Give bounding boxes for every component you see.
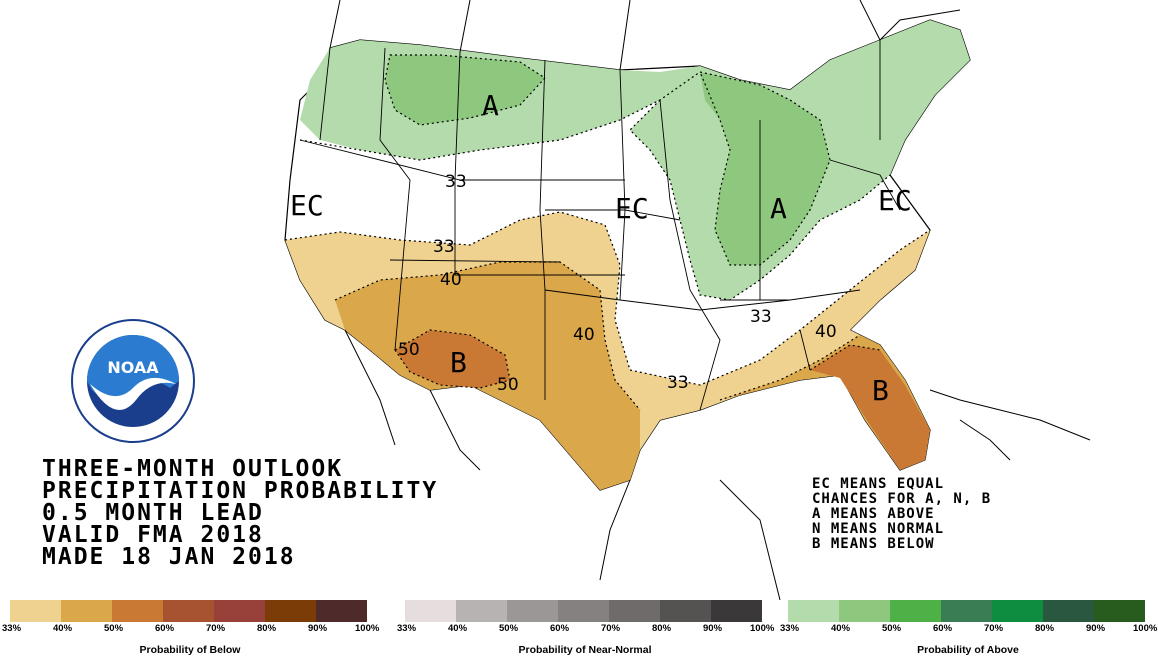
- scale-tick-label: 50%: [882, 623, 902, 634]
- scale-swatch: [660, 600, 711, 622]
- scale-above: 33% 40% 50% 60% 70% 80% 90% 100% Probability of…: [780, 600, 1157, 660]
- scale-swatch: [507, 600, 558, 622]
- scale-tick-label: 33%: [2, 623, 22, 634]
- legend-note: EC MEANS EQUAL CHANCES FOR A, N, B A MEA…: [812, 477, 991, 552]
- contour-50-tx: 50: [497, 375, 519, 395]
- scale-swatch: [711, 600, 762, 622]
- contour-33-sw: 33: [433, 237, 455, 257]
- scale-tick-label: 40%: [831, 623, 851, 634]
- scale-tick-label: 70%: [206, 623, 226, 634]
- legend-note-line-5: B MEANS BELOW: [812, 536, 935, 552]
- scale-swatch: [405, 600, 456, 622]
- below-southwest-label: B: [450, 346, 467, 379]
- noaa-logo: NOAA: [71, 319, 195, 443]
- below-strong-nm: [395, 330, 510, 388]
- us-outlook-map: EC EC EC A A B B 33 33 40 50 50 40 33 33…: [284, 0, 1091, 600]
- scale-tick-label: 40%: [53, 623, 73, 634]
- scale-tick-label: 100%: [1133, 623, 1158, 634]
- scale-swatch: [890, 600, 941, 622]
- contour-40-sw: 40: [440, 270, 462, 290]
- scale-below-ticks: 33% 40% 50% 60% 70% 80% 90% 100%: [2, 623, 379, 637]
- scale-swatch: [61, 600, 112, 622]
- contour-40-se: 40: [815, 322, 837, 342]
- scale-swatch: [112, 600, 163, 622]
- scale-swatch: [163, 600, 214, 622]
- scale-tick-label: 90%: [703, 623, 723, 634]
- scale-swatch: [839, 600, 890, 622]
- scale-below-swatches: [10, 600, 370, 622]
- scale-tick-label: 90%: [1086, 623, 1106, 634]
- scale-near-normal-ticks: 33% 40% 50% 60% 70% 80% 90% 100%: [397, 623, 774, 637]
- below-strong-florida: [810, 345, 930, 470]
- scale-swatch: [214, 600, 265, 622]
- above-great-lakes-label: A: [770, 192, 787, 225]
- scale-swatch: [10, 600, 61, 622]
- title-line-3: 0.5 MONTH LEAD: [42, 500, 264, 526]
- scale-below-title: Probability of Below: [139, 644, 241, 656]
- scale-swatch: [265, 600, 316, 622]
- legend-note-line-1: EC MEANS EQUAL: [812, 476, 945, 492]
- scale-above-ticks: 33% 40% 50% 60% 70% 80% 90% 100%: [780, 623, 1157, 637]
- scale-swatch: [316, 600, 367, 622]
- title-line-2: PRECIPITATION PROBABILITY: [42, 478, 439, 504]
- border-outlines: [329, 0, 1091, 600]
- scale-tick-label: 60%: [155, 623, 175, 634]
- scale-above-title: Probability of Above: [917, 644, 1019, 656]
- contour-50-sw: 50: [398, 340, 420, 360]
- scale-tick-label: 33%: [397, 623, 417, 634]
- title-line-1: THREE-MONTH OUTLOOK: [42, 456, 344, 482]
- scale-swatch: [456, 600, 507, 622]
- scale-below: 33% 40% 50% 60% 70% 80% 90% 100% Probability of…: [2, 600, 379, 660]
- contour-40-tx: 40: [573, 325, 595, 345]
- scale-tick-label: 80%: [1035, 623, 1055, 634]
- contour-33-se: 33: [750, 307, 772, 327]
- noaa-logo-text: NOAA: [107, 358, 159, 377]
- scale-tick-label: 100%: [355, 623, 380, 634]
- scale-tick-label: 90%: [308, 623, 328, 634]
- scale-tick-label: 100%: [750, 623, 775, 634]
- scale-tick-label: 70%: [601, 623, 621, 634]
- contour-33-north: 33: [445, 172, 467, 192]
- scale-swatch: [1094, 600, 1145, 622]
- scale-swatch: [1043, 600, 1094, 622]
- outlook-title-block: THREE-MONTH OUTLOOK PRECIPITATION PROBAB…: [42, 456, 439, 570]
- scale-swatch: [558, 600, 609, 622]
- scale-tick-label: 80%: [257, 623, 277, 634]
- above-medium-montana: [385, 55, 545, 125]
- scale-swatch: [609, 600, 660, 622]
- scale-swatch: [788, 600, 839, 622]
- ec-west-label: EC: [290, 189, 324, 222]
- scale-above-swatches: [788, 600, 1148, 622]
- state-boundaries: [299, 40, 901, 411]
- scale-near-normal-swatches: [405, 600, 765, 622]
- above-medium-great-lakes: [700, 72, 830, 265]
- scale-tick-label: 33%: [780, 623, 800, 634]
- scale-tick-label: 60%: [933, 623, 953, 634]
- legend-note-line-4: N MEANS NORMAL: [812, 521, 945, 537]
- scale-tick-label: 80%: [652, 623, 672, 634]
- legend-note-line-2: CHANCES FOR A, N, B: [812, 491, 992, 507]
- scale-tick-label: 50%: [499, 623, 519, 634]
- scale-tick-label: 70%: [984, 623, 1004, 634]
- title-line-4: VALID FMA 2018: [42, 522, 264, 548]
- scale-tick-label: 60%: [550, 623, 570, 634]
- title-line-5: MADE 18 JAN 2018: [42, 544, 296, 570]
- scale-near-normal-title: Probability of Near-Normal: [518, 644, 652, 656]
- ec-east-label: EC: [878, 184, 912, 217]
- scale-swatch: [992, 600, 1043, 622]
- contour-33-gulf: 33: [667, 373, 689, 393]
- below-florida-label: B: [872, 374, 889, 407]
- legend-note-line-3: A MEANS ABOVE: [812, 506, 935, 522]
- ec-central-label: EC: [615, 192, 649, 225]
- scale-tick-label: 50%: [104, 623, 124, 634]
- scale-swatch: [941, 600, 992, 622]
- scale-tick-label: 40%: [448, 623, 468, 634]
- scale-near-normal: 33% 40% 50% 60% 70% 80% 90% 100% Probability of…: [397, 600, 774, 660]
- above-north-label: A: [482, 89, 499, 122]
